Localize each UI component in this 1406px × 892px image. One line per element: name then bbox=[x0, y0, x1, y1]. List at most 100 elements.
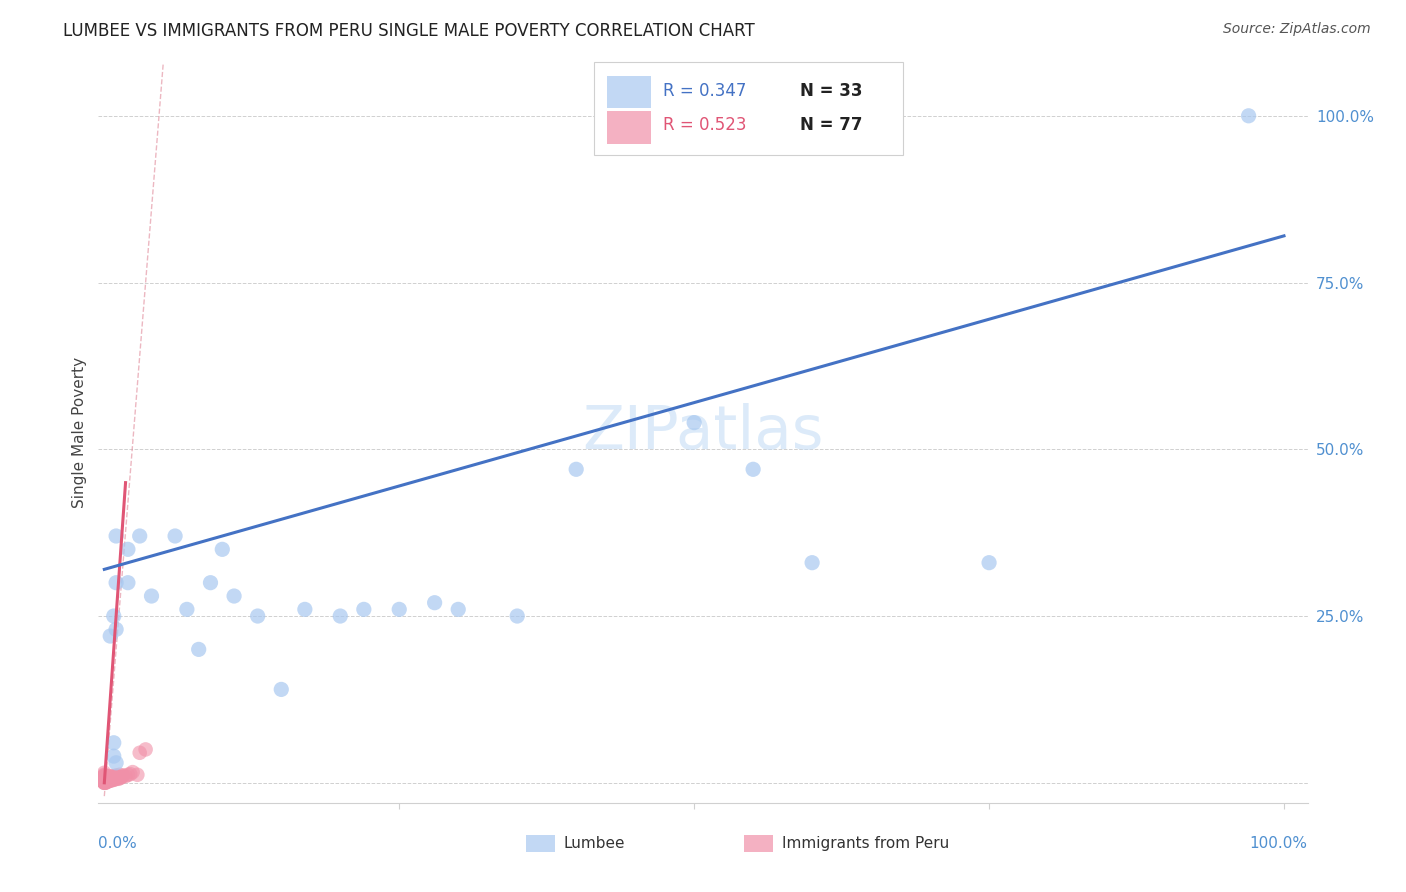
Point bbox=[176, 602, 198, 616]
Point bbox=[96, 774, 118, 789]
Point bbox=[121, 765, 143, 780]
Point bbox=[93, 772, 115, 786]
Point bbox=[97, 772, 120, 786]
Point bbox=[108, 771, 131, 785]
Point bbox=[96, 772, 118, 786]
Point bbox=[423, 596, 446, 610]
Point bbox=[100, 773, 122, 788]
Point bbox=[105, 529, 128, 543]
Point bbox=[105, 772, 128, 786]
Point bbox=[246, 609, 269, 624]
Point bbox=[97, 773, 120, 788]
Point bbox=[117, 542, 139, 557]
Point bbox=[93, 775, 115, 789]
Point bbox=[111, 770, 134, 784]
Point bbox=[96, 775, 118, 789]
Point bbox=[93, 773, 115, 788]
Point bbox=[93, 770, 115, 784]
Point bbox=[93, 774, 115, 789]
Point bbox=[94, 775, 117, 789]
Point bbox=[128, 529, 150, 543]
Point bbox=[94, 776, 117, 790]
Point bbox=[100, 771, 122, 785]
Point bbox=[97, 771, 120, 785]
Point bbox=[565, 462, 588, 476]
Point bbox=[103, 771, 125, 785]
FancyBboxPatch shape bbox=[595, 62, 903, 155]
Point bbox=[94, 774, 117, 789]
Point bbox=[1237, 109, 1260, 123]
Point bbox=[93, 773, 115, 788]
Point bbox=[211, 542, 233, 557]
Point bbox=[94, 772, 117, 786]
Text: ZIPatlas: ZIPatlas bbox=[582, 403, 824, 462]
Point bbox=[97, 772, 120, 787]
Point bbox=[353, 602, 375, 616]
Point bbox=[93, 765, 115, 780]
FancyBboxPatch shape bbox=[744, 836, 773, 852]
Point bbox=[801, 556, 824, 570]
Point bbox=[105, 771, 128, 785]
Text: LUMBEE VS IMMIGRANTS FROM PERU SINGLE MALE POVERTY CORRELATION CHART: LUMBEE VS IMMIGRANTS FROM PERU SINGLE MA… bbox=[63, 22, 755, 40]
Point bbox=[98, 770, 121, 784]
Text: R = 0.347: R = 0.347 bbox=[664, 81, 747, 100]
Point bbox=[103, 772, 125, 787]
Point bbox=[742, 462, 765, 476]
Point bbox=[141, 589, 163, 603]
Point bbox=[93, 772, 115, 787]
Point bbox=[98, 772, 121, 787]
Point bbox=[101, 770, 124, 784]
Point bbox=[135, 742, 157, 756]
Point bbox=[93, 769, 115, 783]
Point bbox=[107, 772, 129, 786]
Point bbox=[94, 773, 117, 788]
Point bbox=[93, 776, 115, 790]
Point bbox=[98, 629, 121, 643]
Point bbox=[105, 756, 128, 770]
Point bbox=[977, 556, 1000, 570]
Point bbox=[683, 416, 706, 430]
Text: 0.0%: 0.0% bbox=[98, 836, 138, 851]
Point bbox=[105, 771, 128, 785]
Text: 100.0%: 100.0% bbox=[1250, 836, 1308, 851]
FancyBboxPatch shape bbox=[607, 112, 651, 144]
Text: Source: ZipAtlas.com: Source: ZipAtlas.com bbox=[1223, 22, 1371, 37]
Point bbox=[187, 642, 209, 657]
Point bbox=[117, 768, 139, 782]
Point bbox=[98, 773, 121, 788]
Point bbox=[104, 772, 127, 787]
Point bbox=[98, 771, 121, 785]
Point bbox=[117, 575, 139, 590]
Point bbox=[93, 772, 115, 787]
Point bbox=[112, 768, 135, 782]
Point bbox=[506, 609, 529, 624]
Point bbox=[97, 774, 120, 789]
Point bbox=[96, 771, 118, 785]
Point bbox=[270, 682, 292, 697]
Point bbox=[93, 768, 115, 782]
Point bbox=[103, 736, 125, 750]
Point bbox=[165, 529, 187, 543]
Point bbox=[105, 575, 128, 590]
Y-axis label: Single Male Poverty: Single Male Poverty bbox=[72, 357, 87, 508]
Point bbox=[105, 623, 128, 637]
Point bbox=[100, 769, 122, 783]
Text: Lumbee: Lumbee bbox=[564, 836, 626, 851]
Text: Immigrants from Peru: Immigrants from Peru bbox=[782, 836, 949, 851]
FancyBboxPatch shape bbox=[607, 76, 651, 108]
Point bbox=[94, 772, 117, 787]
Point bbox=[96, 771, 118, 785]
Point bbox=[98, 771, 121, 785]
Text: N = 33: N = 33 bbox=[800, 81, 862, 100]
Point bbox=[96, 773, 118, 788]
Point bbox=[93, 768, 115, 782]
Point bbox=[93, 773, 115, 788]
Point bbox=[96, 773, 118, 788]
Point bbox=[101, 773, 124, 788]
Point bbox=[98, 773, 121, 788]
Point bbox=[104, 770, 127, 784]
Point bbox=[93, 771, 115, 785]
Point bbox=[94, 771, 117, 785]
Point bbox=[108, 768, 131, 782]
Point bbox=[329, 609, 352, 624]
